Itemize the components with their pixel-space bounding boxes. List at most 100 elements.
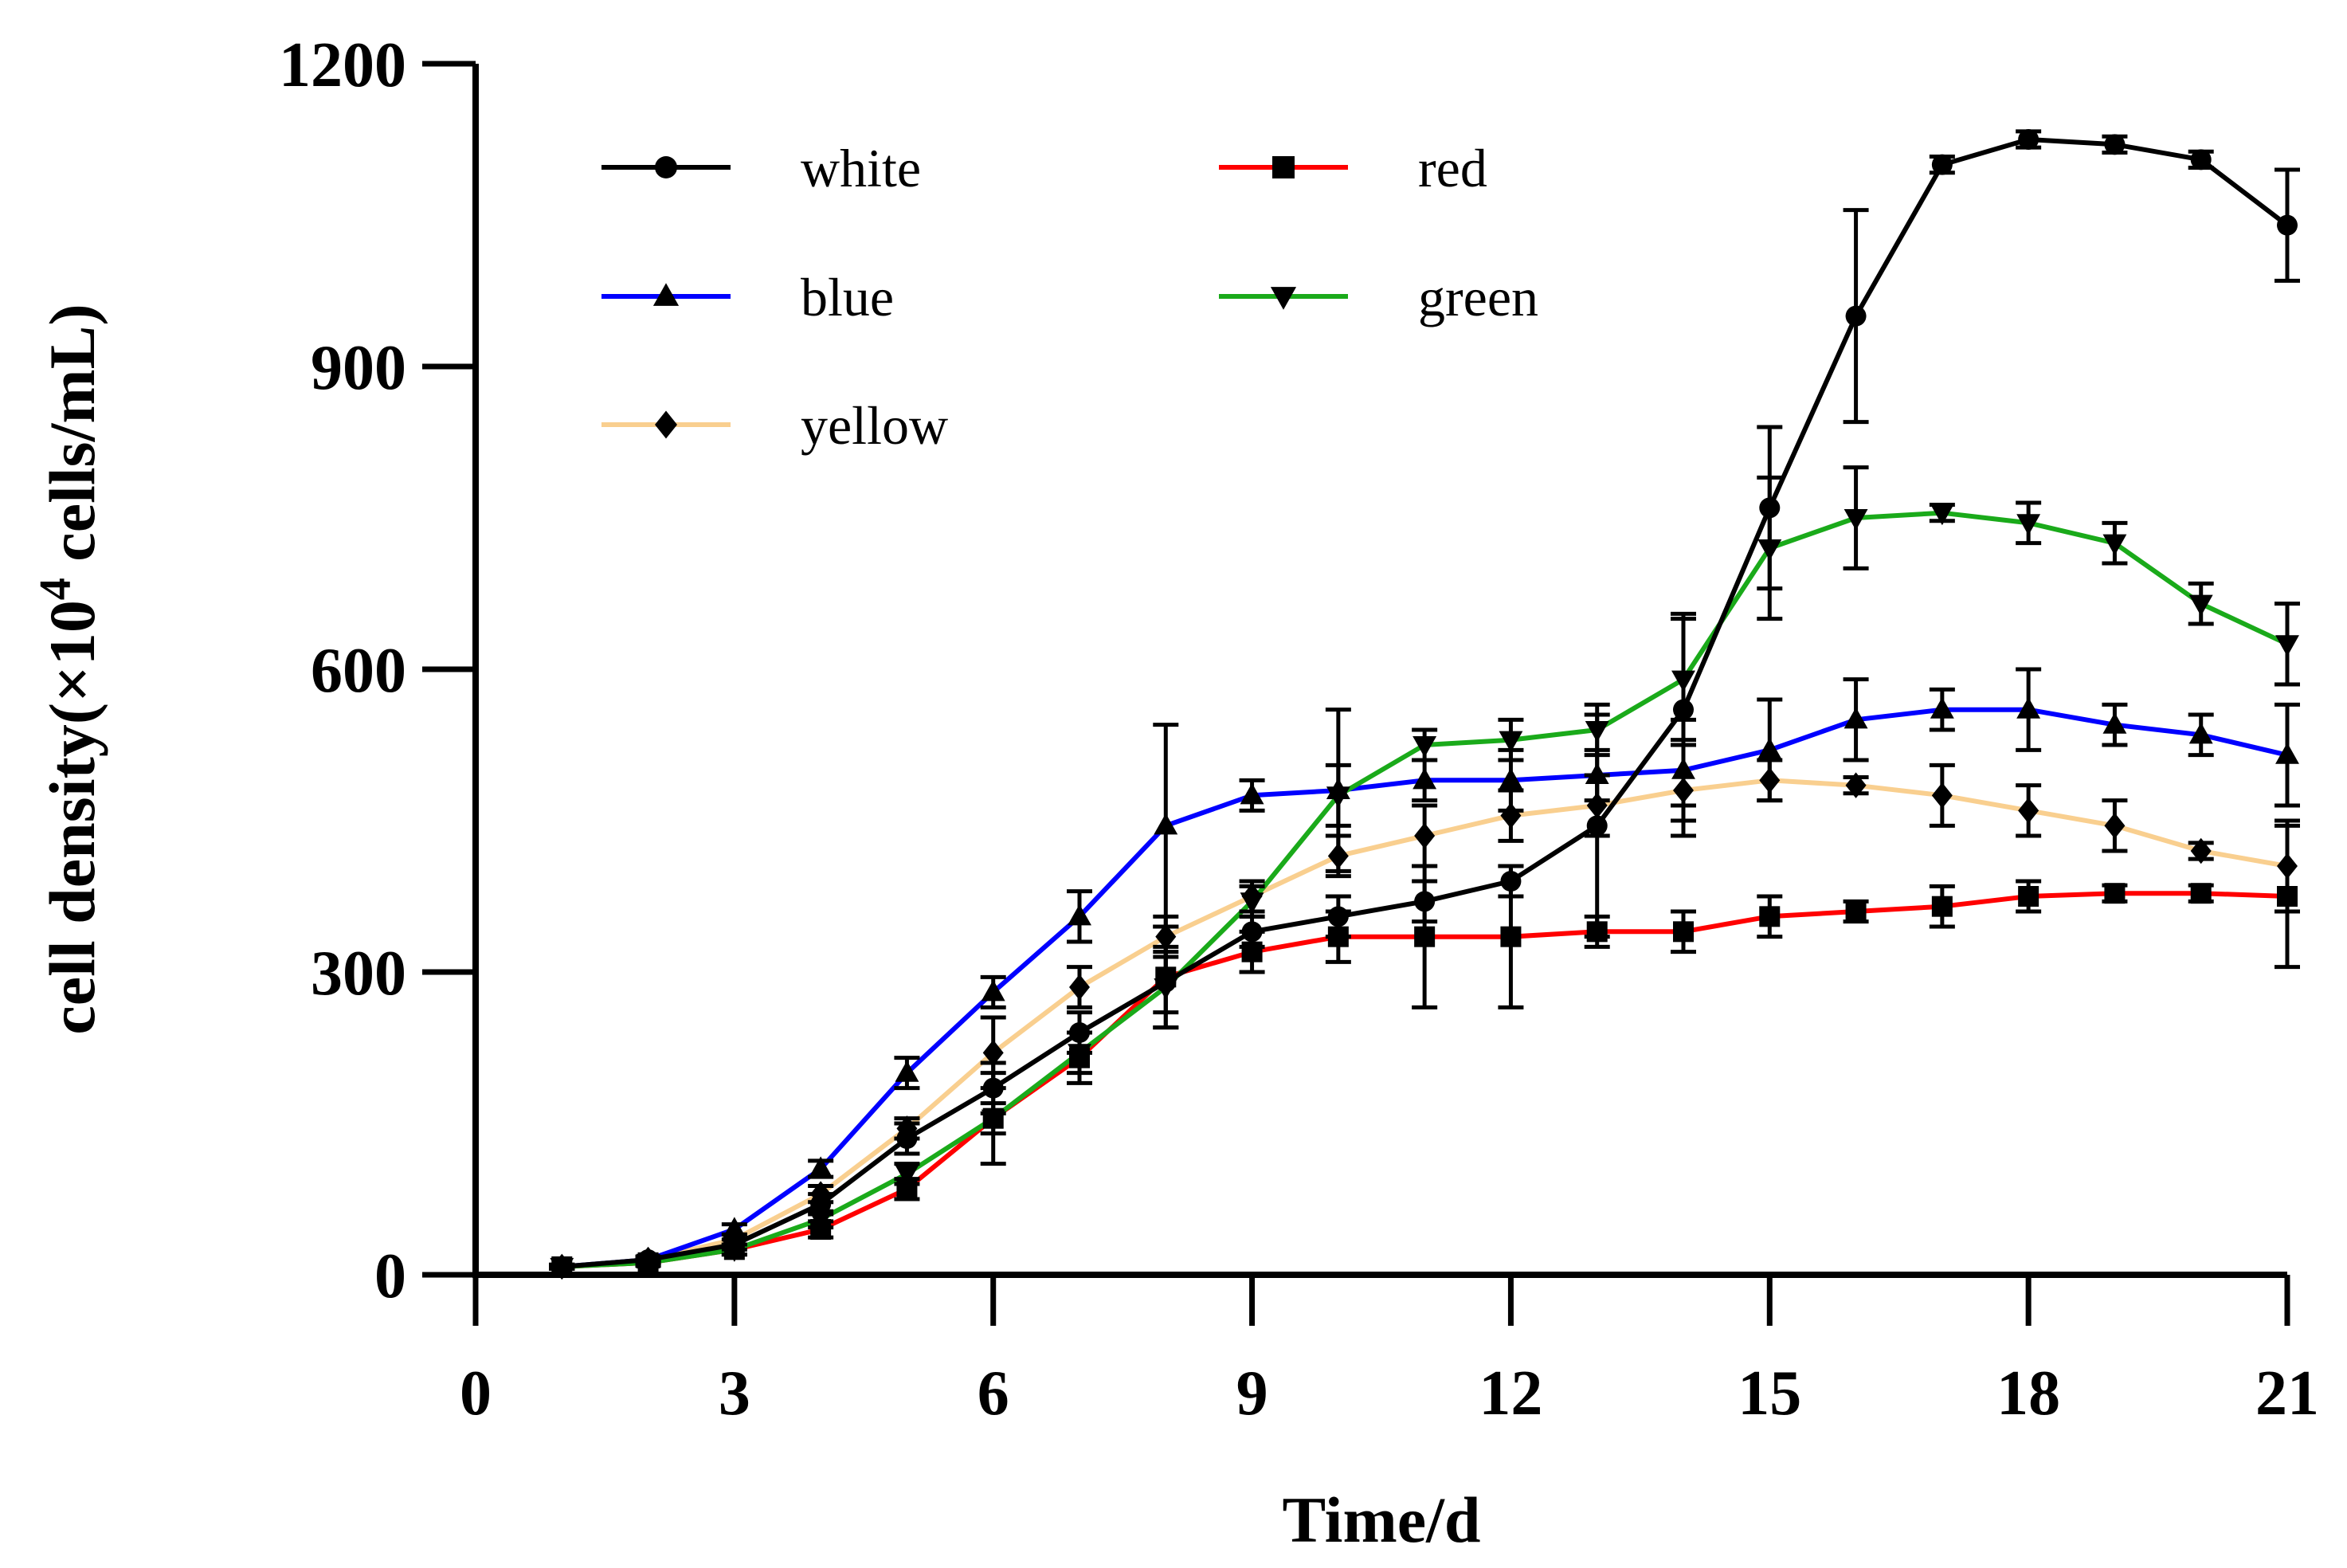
data-point-white: [810, 1194, 832, 1215]
legend-label: white: [801, 138, 921, 198]
y-axis-title-main: cell density(×10: [36, 600, 108, 1035]
data-point-red: [1500, 926, 1522, 947]
data-point-white: [2277, 214, 2298, 236]
data-point-white: [1500, 871, 1522, 892]
data-point-red: [1586, 921, 1608, 943]
x-tick-label: 18: [1996, 1358, 2060, 1429]
data-point-green: [1585, 720, 1609, 743]
x-tick-label: 21: [2255, 1358, 2319, 1429]
data-point-white: [1586, 815, 1608, 837]
legend-marker-yellow: [655, 410, 677, 439]
legend-item-white: white: [601, 138, 921, 198]
x-tick-label: 15: [1738, 1358, 1801, 1429]
ticks: 0 300 600 900 1200 0 3 6 9 12 15 18 21: [279, 30, 2319, 1429]
x-tick-label: 3: [719, 1358, 750, 1429]
data-point-blue: [1499, 767, 1523, 790]
data-point-white: [896, 1128, 918, 1149]
data-point-yellow: [2277, 853, 2298, 880]
data-point-blue: [1585, 762, 1609, 785]
data-point-white: [723, 1234, 745, 1255]
data-point-red: [1241, 941, 1263, 962]
data-point-white: [1414, 891, 1436, 912]
legend-item-green: green: [1219, 267, 1538, 327]
data-point-yellow: [1500, 802, 1522, 829]
data-point-green: [1068, 1044, 1091, 1065]
legend-item-yellow: yellow: [601, 395, 948, 456]
data-point-green: [1240, 892, 1264, 914]
data-point-blue: [1844, 707, 1868, 729]
data-point-blue: [2275, 743, 2299, 764]
data-point-yellow: [2104, 813, 2126, 839]
data-point-green: [809, 1210, 833, 1232]
data-point-blue: [895, 1060, 919, 1082]
data-point-green: [981, 1109, 1005, 1131]
data-point-yellow: [2018, 798, 2039, 824]
data-point-white: [2018, 129, 2039, 150]
data-point-red: [2190, 883, 2212, 904]
data-point-yellow: [1931, 782, 1953, 809]
data-point-blue: [1240, 782, 1264, 805]
data-point-yellow: [1759, 767, 1781, 794]
y-axis-title-tail: cells/mL): [36, 304, 108, 578]
legend: white red blue green yellow: [601, 138, 1538, 456]
data-point-white: [2190, 149, 2212, 171]
data-point-white: [2104, 134, 2126, 155]
legend-item-red: red: [1219, 138, 1487, 198]
data-point-green: [1757, 539, 1782, 561]
data-point-green: [2016, 514, 2041, 535]
data-point-red: [1845, 901, 1867, 922]
data-point-yellow: [1069, 974, 1090, 1001]
data-point-white: [1931, 154, 1953, 175]
x-tick-label: 0: [460, 1358, 492, 1429]
plot-area: [549, 129, 2300, 1280]
data-point-white: [1327, 906, 1349, 927]
x-tick-label: 9: [1236, 1358, 1268, 1429]
data-point-blue: [1154, 813, 1178, 835]
x-axis-title: Time/d: [1282, 1484, 1480, 1556]
x-tick-label: 6: [978, 1358, 1009, 1429]
legend-label: blue: [801, 267, 894, 327]
data-point-blue: [1930, 697, 1954, 719]
data-point-white: [982, 1077, 1004, 1099]
data-point-green: [1326, 786, 1350, 808]
data-point-yellow: [1327, 843, 1349, 869]
data-point-red: [2104, 883, 2126, 904]
legend-label: green: [1418, 267, 1538, 327]
y-tick-label: 0: [374, 1241, 406, 1311]
data-point-blue: [2102, 712, 2127, 734]
data-point-green: [1499, 731, 1523, 753]
legend-marker-white: [655, 156, 677, 178]
data-point-blue: [809, 1156, 833, 1178]
data-point-blue: [1757, 737, 1782, 759]
y-tick-label: 600: [311, 636, 406, 706]
legend-marker-green: [1270, 287, 1297, 310]
data-point-red: [1931, 896, 1953, 917]
data-point-white: [1845, 305, 1867, 327]
data-point-white: [1673, 699, 1694, 720]
data-point-green: [2275, 635, 2299, 657]
data-point-white: [1155, 971, 1177, 993]
data-point-red: [1414, 926, 1436, 947]
data-point-green: [2188, 594, 2213, 617]
data-point-white: [1759, 497, 1781, 519]
data-point-green: [1413, 735, 1437, 758]
data-point-yellow: [1845, 772, 1867, 798]
data-point-red: [2277, 886, 2298, 907]
data-point-yellow: [1673, 777, 1694, 804]
data-point-white: [637, 1249, 659, 1270]
data-point-green: [1930, 504, 1954, 526]
data-point-yellow: [1586, 792, 1608, 819]
legend-item-blue: blue: [601, 267, 894, 327]
data-point-yellow: [2190, 837, 2212, 864]
x-tick-label: 12: [1479, 1358, 1542, 1429]
y-tick-label: 1200: [279, 30, 406, 100]
data-point-red: [2018, 886, 2039, 907]
data-point-green: [2102, 534, 2127, 556]
data-point-blue: [2188, 722, 2213, 744]
y-axis-title: cell density(×104 cells/mL): [31, 304, 108, 1034]
data-point-yellow: [1414, 822, 1436, 849]
data-point-red: [1327, 926, 1349, 947]
axes: [472, 64, 2287, 1278]
data-point-red: [1673, 921, 1694, 943]
